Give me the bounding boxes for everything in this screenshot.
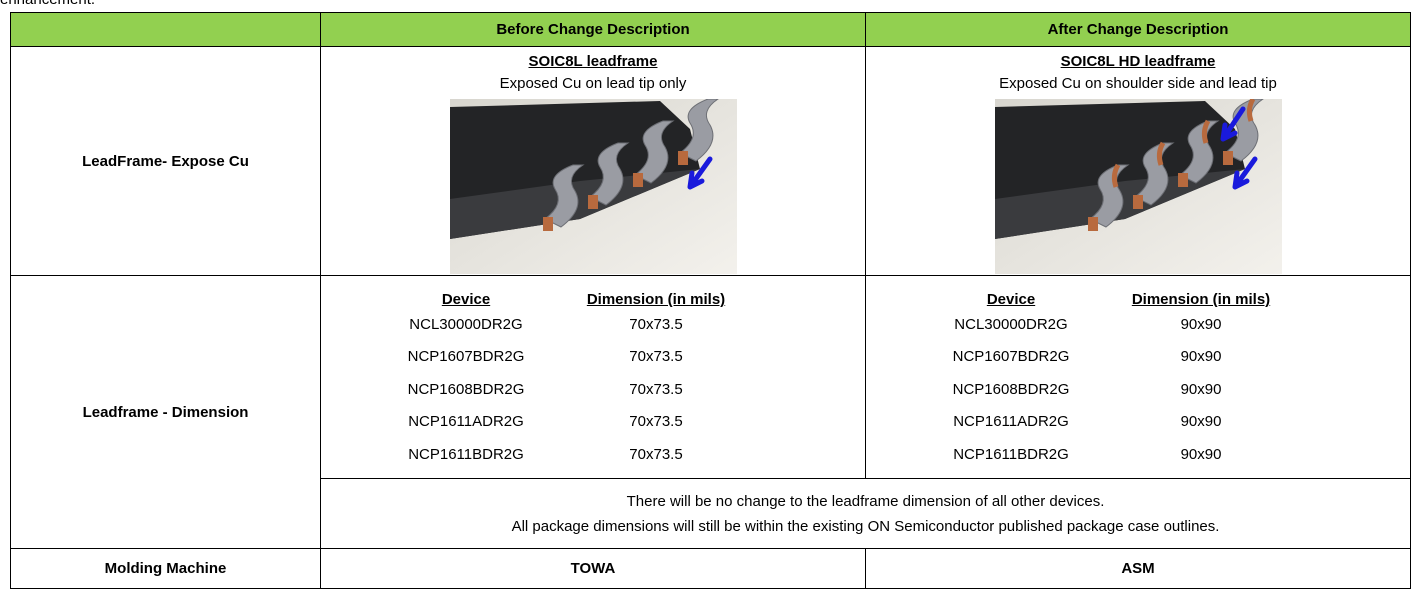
image-caption: Exposed Cu on lead tip only <box>499 75 687 92</box>
device-name: NCL30000DR2G <box>954 316 1068 333</box>
image-wrap <box>321 98 865 274</box>
device-name: NCP1611BDR2G <box>953 445 1069 463</box>
notes-cell: There will be no change to the leadframe… <box>320 478 1411 549</box>
column-header: Before Change Description <box>320 12 866 47</box>
note: All package dimensions will still be wit… <box>511 517 1220 535</box>
image-wrap <box>866 97 1410 274</box>
sub-header: Dimension (in mils) <box>1131 291 1271 308</box>
leadframe-photo <box>449 98 737 274</box>
device-name: NCP1611BDR2G <box>408 445 524 463</box>
sub-header: Device <box>986 291 1036 308</box>
image-title: SOIC8L HD leadframe <box>1060 53 1216 70</box>
row-label: Molding Machine <box>10 548 321 589</box>
dimension-value: 70x73.5 <box>629 316 683 333</box>
image-title: SOIC8L leadframe <box>528 53 658 70</box>
image-cell: SOIC8L HD leadframe Exposed Cu on shoulde… <box>865 46 1411 276</box>
image-caption: Exposed Cu on shoulder side and lead tip <box>999 75 1277 92</box>
dimension-value: 90x90 <box>1180 413 1222 431</box>
dimension-value: 70x73.5 <box>629 445 683 463</box>
dimension-value: 90x90 <box>1180 380 1222 398</box>
dimension-value: 90x90 <box>1180 445 1222 463</box>
intro-text: enhancement. <box>0 0 95 8</box>
device-name: NCP1611ADR2G <box>408 413 524 431</box>
sub-header: Device <box>441 291 491 308</box>
row-label: LeadFrame- Expose Cu <box>10 46 321 276</box>
machine-before: TOWA <box>320 548 866 589</box>
device-name: NCP1607BDR2G <box>952 348 1070 366</box>
dimension-value: 70x73.5 <box>629 413 683 431</box>
dimension-value: 70x73.5 <box>629 380 683 398</box>
note: There will be no change to the leadframe… <box>626 492 1105 510</box>
device-name: NCP1607BDR2G <box>407 348 525 366</box>
dimension-value: 90x90 <box>1180 316 1222 333</box>
dimension-cell: Device Dimension (in mils) NCL30000DR2G 70x… <box>320 275 866 478</box>
device-name: NCP1608BDR2G <box>407 380 525 398</box>
device-name: NCP1608BDR2G <box>952 380 1070 398</box>
row-label: Leadframe - Dimension <box>10 275 321 549</box>
dimension-value: 70x73.5 <box>629 348 683 366</box>
dimension-cell: Device Dimension (in mils) NCL30000DR2G 90x… <box>865 275 1411 478</box>
device-name: NCL30000DR2G <box>409 316 523 333</box>
header-blank <box>10 12 321 47</box>
machine-after: ASM <box>865 548 1411 589</box>
image-cell: SOIC8L leadframe Exposed Cu on lead tip o… <box>320 46 866 276</box>
dimension-value: 90x90 <box>1180 348 1222 366</box>
leadframe-photo <box>994 97 1282 274</box>
sub-header: Dimension (in mils) <box>586 291 726 308</box>
column-header: After Change Description <box>865 12 1411 47</box>
device-name: NCP1611ADR2G <box>953 413 1069 431</box>
